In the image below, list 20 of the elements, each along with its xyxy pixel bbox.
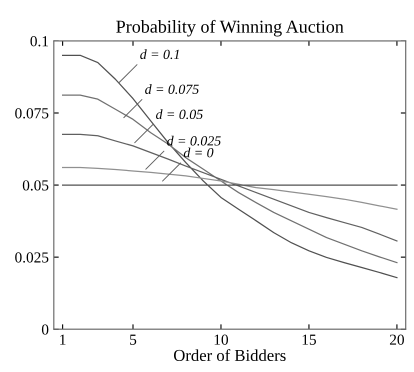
x-tick-label: 10: [214, 334, 228, 345]
x-tick-label: 15: [302, 334, 316, 345]
y-tick-label: 0.075: [15, 108, 48, 119]
x-tick-label: 5: [130, 334, 136, 345]
line-series: [62, 134, 398, 242]
x-tick-label: 20: [390, 334, 404, 345]
annotation: d = 0.075: [145, 84, 199, 94]
y-tick-label: 0.025: [15, 252, 48, 263]
line-series: [62, 94, 398, 264]
y-tick-label: 0.05: [22, 180, 48, 191]
x-axis-title: Order of Bidders: [174, 349, 286, 362]
chart-title: Probability of Winning Auction: [116, 20, 344, 36]
annotation: d = 0.025: [167, 136, 221, 146]
y-tick-label: 0.1: [30, 36, 48, 46]
line-series: [62, 166, 398, 210]
x-tick-label: 1: [60, 334, 66, 345]
y-tick-label: 0: [42, 324, 48, 335]
annotation: d = 0: [184, 148, 214, 158]
annotation: d = 0.1: [140, 49, 179, 60]
annotation: d = 0.05: [156, 109, 203, 120]
